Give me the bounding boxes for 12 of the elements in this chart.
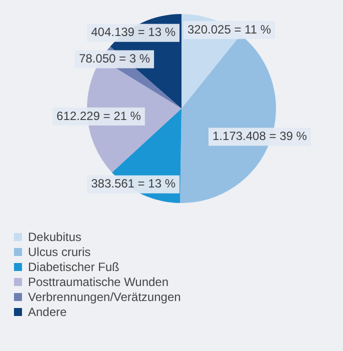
legend-label: Diabetischer Fuß: [28, 260, 120, 274]
legend-label: Posttraumatische Wunden: [28, 274, 169, 288]
data-label: 404.139 = 13 %: [91, 25, 176, 40]
data-label: 1.173.408 = 39 %: [212, 129, 308, 144]
data-label: 320.025 = 11 %: [188, 22, 272, 36]
legend-label: Dekubitus: [28, 230, 82, 244]
data-label: 78.050 = 3 %: [78, 52, 150, 66]
data-label: 383.561 = 13 %: [91, 176, 176, 191]
data-label: 612.229 = 21 %: [56, 108, 142, 123]
legend-label: Ulcus cruris: [28, 244, 91, 258]
legend-label: Verbrennungen/Verätzungen: [28, 290, 181, 304]
legend-label: Andere: [28, 304, 67, 318]
